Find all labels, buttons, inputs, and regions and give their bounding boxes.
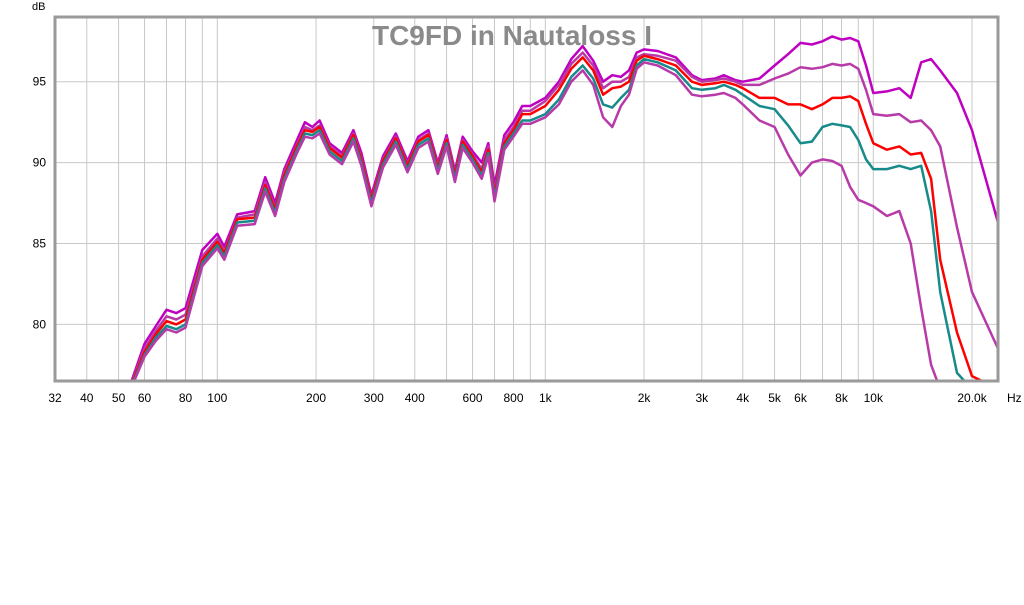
x-tick-label: 600	[463, 391, 483, 405]
x-axis-unit: Hz	[1007, 391, 1022, 405]
x-tick-label: 60	[138, 391, 152, 405]
plot-border	[53, 15, 1000, 383]
x-tick-label: 400	[405, 391, 425, 405]
x-tick-label: 4k	[736, 391, 750, 405]
x-tick-label: 5k	[768, 391, 782, 405]
x-tick-label: 6k	[794, 391, 808, 405]
x-tick-label: 3k	[695, 391, 709, 405]
grid	[54, 17, 998, 381]
y-tick-label: 80	[33, 317, 47, 331]
x-tick-label: 50	[112, 391, 126, 405]
x-tick-label: 10k	[864, 391, 884, 405]
series-line	[132, 61, 939, 381]
x-tick-label: 32	[48, 391, 62, 405]
x-tick-label: 2k	[638, 391, 652, 405]
x-tick-label: 300	[364, 391, 384, 405]
y-axis-ticks: 80 85 90 95	[33, 75, 47, 332]
series-line	[131, 54, 985, 381]
chart-title: TC9FD in Nautaloss I	[372, 20, 652, 51]
y-axis-label: dB	[32, 1, 45, 13]
y-tick-label: 90	[33, 156, 47, 170]
series-group	[130, 35, 998, 381]
x-tick-label: 800	[503, 391, 523, 405]
x-tick-label: 40	[80, 391, 94, 405]
x-tick-label: 200	[306, 391, 326, 405]
x-tick-label: 1k	[539, 391, 553, 405]
x-tick-label: 8k	[835, 391, 849, 405]
plot-background	[55, 17, 998, 381]
y-tick-label: 85	[33, 236, 47, 250]
x-tick-label: 20.0k	[957, 391, 987, 405]
series-line	[130, 35, 998, 381]
x-tick-label: 100	[207, 391, 227, 405]
x-axis-ticks: 32 40 50 60 80 100 200 300 400 600 800 1k 2k 3k 4k 5k 6k…	[48, 391, 987, 405]
y-tick-label: 95	[33, 75, 47, 89]
series-line	[132, 57, 967, 381]
x-tick-label: 80	[179, 391, 193, 405]
